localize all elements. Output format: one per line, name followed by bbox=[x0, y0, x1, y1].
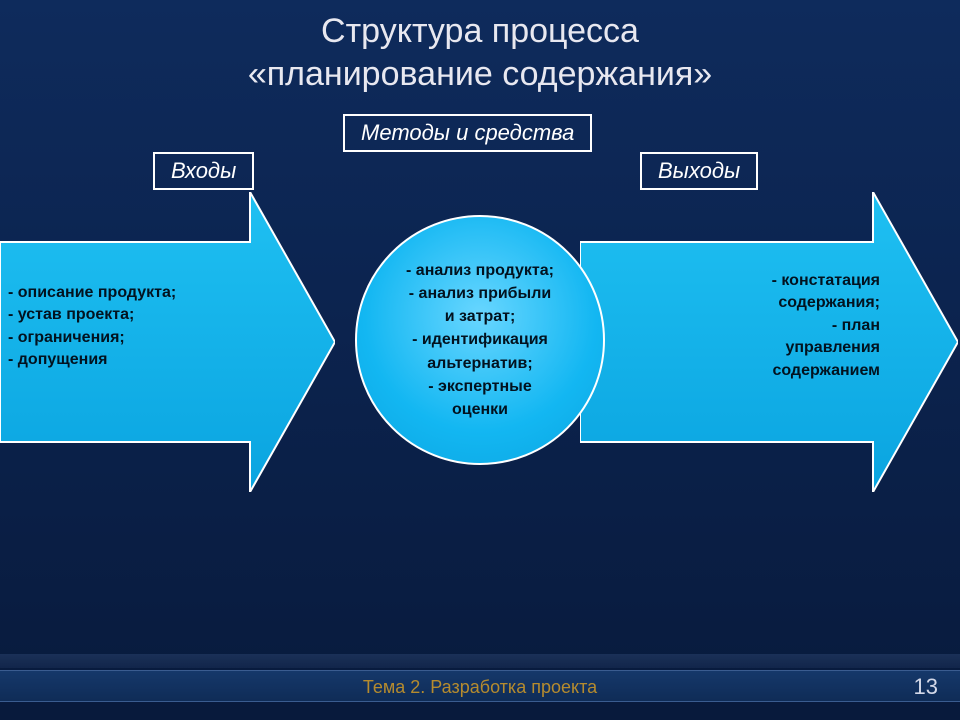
label-inputs: Входы bbox=[153, 152, 254, 190]
page-number: 13 bbox=[914, 674, 938, 700]
footer-divider bbox=[0, 654, 960, 668]
title-line-1: Структура процесса bbox=[321, 12, 639, 50]
slide-title: Структура процесса «планирование содержа… bbox=[0, 10, 960, 95]
outputs-arrow: - констатация содержания; - план управле… bbox=[580, 192, 958, 492]
label-methods-text: Методы и средства bbox=[361, 120, 574, 145]
inputs-arrow-text: - описание продукта; - устав проекта; - … bbox=[8, 282, 218, 372]
methods-circle-text: - анализ продукта; - анализ прибыли и за… bbox=[406, 259, 554, 421]
label-inputs-text: Входы bbox=[171, 158, 236, 183]
footer-text: Тема 2. Разработка проекта bbox=[0, 677, 960, 698]
outputs-arrow-text: - констатация содержания; - план управле… bbox=[695, 270, 880, 382]
label-outputs-text: Выходы bbox=[658, 158, 740, 183]
title-line-2: «планирование содержания» bbox=[248, 55, 712, 93]
inputs-arrow: - описание продукта; - устав проекта; - … bbox=[0, 192, 335, 492]
methods-circle: - анализ продукта; - анализ прибыли и за… bbox=[355, 215, 605, 465]
label-methods: Методы и средства bbox=[343, 114, 592, 152]
label-outputs: Выходы bbox=[640, 152, 758, 190]
